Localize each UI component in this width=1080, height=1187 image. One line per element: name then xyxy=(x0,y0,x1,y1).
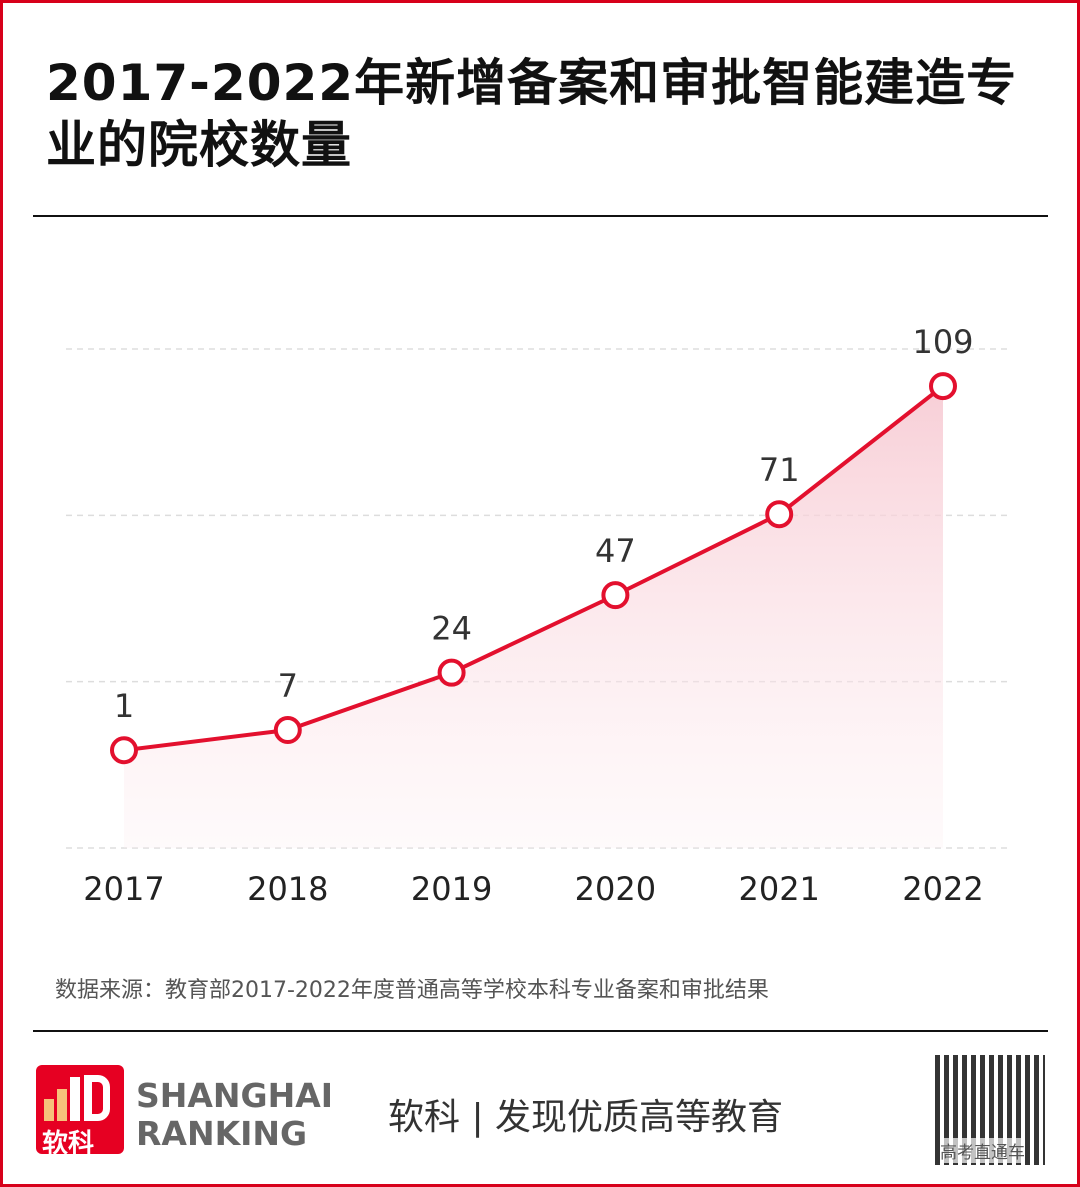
qr-caption: 高考直通车 xyxy=(940,1138,1025,1163)
x-tick-label: 2022 xyxy=(902,870,983,908)
data-point xyxy=(110,736,138,765)
data-point xyxy=(437,658,466,687)
data-label: 1 xyxy=(114,687,134,725)
x-tick-label: 2019 xyxy=(411,870,492,908)
footer-divider xyxy=(33,1030,1048,1032)
logo-text: 软科 xyxy=(42,1129,95,1159)
x-tick-label: 2018 xyxy=(247,870,328,908)
x-tick-label: 2020 xyxy=(575,870,656,908)
title-divider xyxy=(33,215,1048,217)
series-line xyxy=(123,384,945,753)
data-label: 109 xyxy=(912,323,973,361)
x-tick-label: 2017 xyxy=(83,870,164,908)
line-chart: 1 2017 7 2018 24 2019 47 2020 71 2021 109 2022 xyxy=(66,323,1012,908)
data-label: 7 xyxy=(278,667,298,705)
data-label: 47 xyxy=(595,532,636,570)
page-title: 2017-2022年新增备案和审批智能建造专业的院校数量 xyxy=(46,54,1018,174)
data-label: 71 xyxy=(759,451,800,489)
brand-line-2: RANKING xyxy=(136,1114,308,1153)
data-point xyxy=(929,372,957,401)
data-source: 数据来源：教育部2017-2022年度普通高等学校本科专业备案和审批结果 xyxy=(55,978,769,1003)
area-fill xyxy=(124,386,943,848)
shanghai-ranking-logo: 软科 xyxy=(36,1065,124,1159)
data-point xyxy=(601,581,630,610)
brand-line-1: SHANGHAI xyxy=(136,1076,334,1115)
data-label: 24 xyxy=(431,610,472,648)
x-tick-label: 2021 xyxy=(738,870,819,908)
slogan: 软科 | 发现优质高等教育 xyxy=(388,1097,784,1138)
data-point xyxy=(273,715,302,744)
data-point xyxy=(765,500,794,529)
